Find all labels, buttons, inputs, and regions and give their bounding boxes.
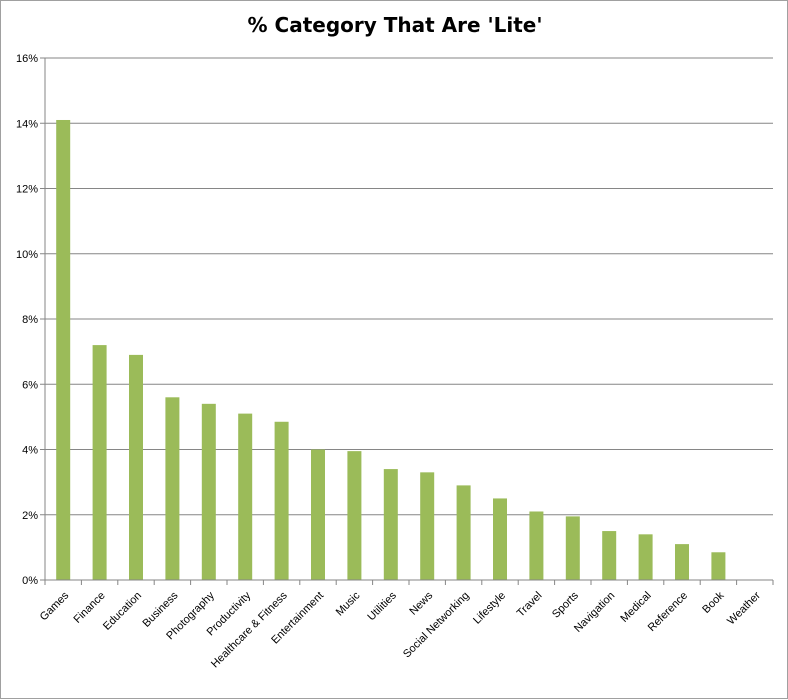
x-tick-label: Travel	[515, 590, 545, 620]
x-tick-label: Lifestyle	[471, 590, 508, 627]
y-tick-label: 2%	[22, 510, 38, 522]
bar	[347, 451, 362, 580]
bars	[56, 119, 726, 581]
bar	[456, 485, 471, 580]
bar	[311, 449, 325, 580]
bar	[201, 403, 216, 580]
x-tick-label: Reference	[646, 590, 690, 634]
gridlines	[45, 57, 773, 516]
bar	[638, 534, 653, 580]
x-tick-label: Finance	[72, 590, 108, 626]
bar	[602, 531, 617, 580]
axes	[40, 57, 774, 585]
bar	[420, 472, 435, 580]
x-tick-label: Games	[38, 589, 72, 623]
y-tick-label: 6%	[22, 379, 38, 391]
chart-title: % Category That Are 'Lite'	[247, 13, 543, 37]
y-tick-label: 16%	[16, 53, 38, 65]
x-tick-label: Education	[101, 590, 144, 633]
bar	[529, 511, 544, 580]
bar	[165, 397, 180, 580]
bar	[238, 413, 253, 580]
x-tick-label: Sports	[550, 589, 581, 620]
x-tick-label: Social Networking	[401, 590, 472, 661]
bar	[383, 469, 398, 580]
y-tick-label: 0%	[22, 575, 38, 587]
x-tick-label: News	[407, 589, 435, 617]
bar	[92, 345, 107, 580]
bar	[565, 516, 580, 580]
bar	[274, 421, 289, 580]
y-tick-label: 4%	[22, 445, 38, 457]
y-tick-label: 8%	[22, 314, 38, 326]
y-tick-label: 10%	[16, 249, 38, 261]
bar	[675, 544, 689, 580]
x-tick-label: Music	[334, 589, 363, 618]
bar	[493, 498, 507, 580]
bar	[129, 354, 143, 580]
y-tick-label: 14%	[16, 118, 38, 130]
bar	[711, 552, 726, 580]
x-tick-label: Utilities	[365, 589, 399, 623]
x-tick-label: Book	[700, 589, 727, 616]
y-tick-label: 12%	[16, 184, 38, 196]
x-tick-label: Weather	[725, 589, 763, 627]
x-tick-label: Medical	[618, 590, 653, 625]
bar	[56, 119, 71, 581]
